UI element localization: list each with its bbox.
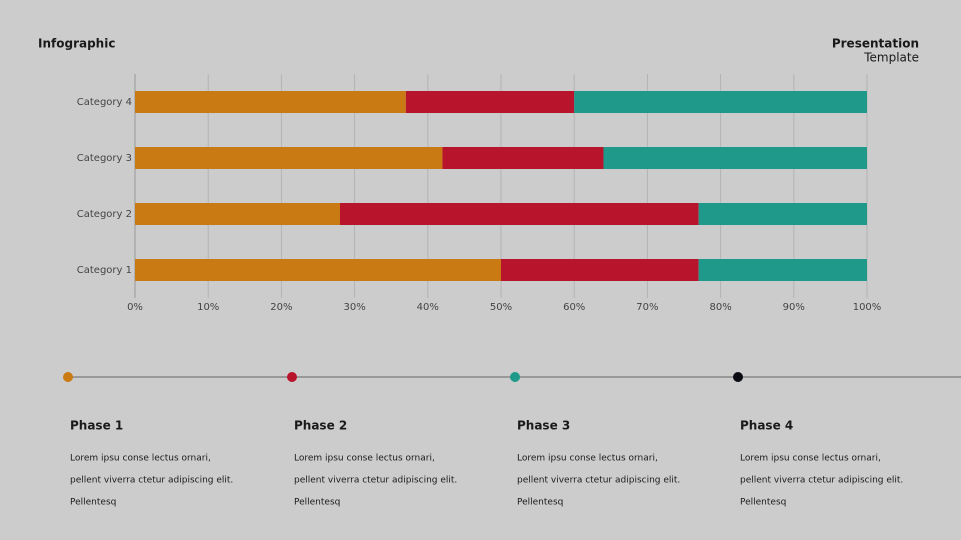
x-tick-label: 80% [709, 302, 731, 313]
x-tick-label: 100% [853, 302, 882, 313]
phase-text: Lorem ipsu conse lectus ornari, [517, 454, 658, 464]
bar-segment [501, 259, 699, 281]
y-tick-label: Category 4 [77, 97, 132, 108]
bar-segment [405, 91, 575, 113]
phase-text: pellent viverra ctetur adipiscing elit. [517, 476, 680, 486]
header-right-title: Presentation [832, 37, 919, 51]
bar-segment [339, 203, 699, 225]
phase-text: Lorem ipsu conse lectus ornari, [294, 454, 435, 464]
bar-segment [135, 91, 406, 113]
timeline-dot [510, 372, 520, 382]
timeline-dot [733, 372, 743, 382]
bar-segment [442, 147, 604, 169]
phase-text: Pellentesq [517, 498, 563, 508]
phase-text: Pellentesq [294, 498, 340, 508]
phase-text: Lorem ipsu conse lectus ornari, [740, 454, 881, 464]
x-tick-label: 40% [417, 302, 439, 313]
bar-segment [135, 147, 443, 169]
x-tick-label: 10% [197, 302, 219, 313]
y-tick-label: Category 3 [77, 153, 132, 164]
y-tick-label: Category 2 [77, 209, 132, 220]
x-tick-label: 20% [270, 302, 292, 313]
bar-segment [603, 147, 867, 169]
phase-text: pellent viverra ctetur adipiscing elit. [294, 476, 457, 486]
x-tick-label: 70% [636, 302, 658, 313]
x-tick-label: 90% [783, 302, 805, 313]
header-left: Infographic [38, 37, 115, 51]
timeline-dot [287, 372, 297, 382]
y-tick-label: Category 1 [77, 265, 132, 276]
phase-text: pellent viverra ctetur adipiscing elit. [740, 476, 903, 486]
bar-segment [574, 91, 867, 113]
phase-text: Lorem ipsu conse lectus ornari, [70, 454, 211, 464]
phase-title: Phase 4 [740, 419, 793, 433]
x-tick-label: 0% [127, 302, 143, 313]
phase-title: Phase 2 [294, 419, 347, 433]
bar-segment [698, 203, 867, 225]
phase-text: pellent viverra ctetur adipiscing elit. [70, 476, 233, 486]
bar-segment [135, 203, 340, 225]
x-tick-label: 50% [490, 302, 512, 313]
phase-title: Phase 3 [517, 419, 570, 433]
x-tick-label: 30% [343, 302, 365, 313]
phase-text: Pellentesq [740, 498, 786, 508]
phase-text: Pellentesq [70, 498, 116, 508]
phase-title: Phase 1 [70, 419, 123, 433]
bar-segment [698, 259, 867, 281]
bar-segment [135, 259, 501, 281]
header-right-subtitle: Template [863, 51, 919, 65]
x-tick-label: 60% [563, 302, 585, 313]
timeline-dot [63, 372, 73, 382]
